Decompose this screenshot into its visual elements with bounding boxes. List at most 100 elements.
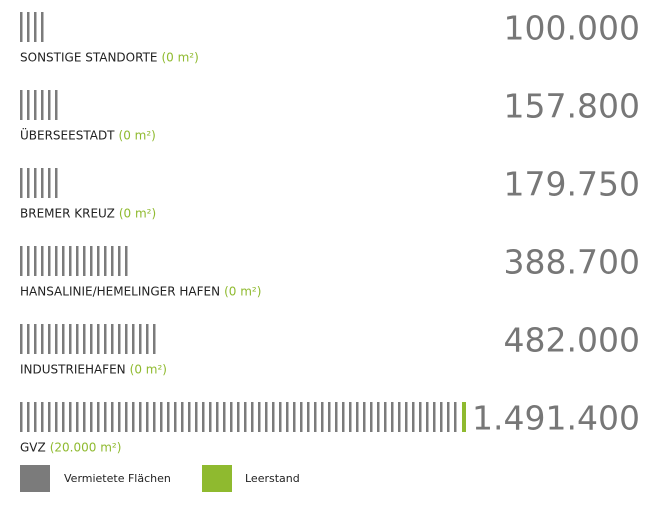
tally-tick bbox=[97, 324, 100, 354]
row-vacancy: (0 m²) bbox=[224, 285, 261, 299]
row-name: ÜBERSEESTADT bbox=[20, 127, 115, 143]
tally-tick bbox=[41, 402, 44, 432]
tally-tick bbox=[174, 402, 177, 432]
tally-tick bbox=[69, 402, 72, 432]
tally-tick bbox=[48, 246, 51, 276]
tally-tick bbox=[314, 402, 317, 432]
tally-tick bbox=[41, 90, 44, 120]
tally-tick bbox=[188, 402, 191, 432]
row-vacancy: (20.000 m²) bbox=[50, 441, 122, 455]
legend-swatch-vacant bbox=[202, 465, 232, 492]
tally-tick bbox=[440, 402, 443, 432]
row-vacancy: (0 m²) bbox=[161, 51, 198, 65]
tally-tick bbox=[34, 402, 37, 432]
tally-tick bbox=[132, 324, 135, 354]
row-name: BREMER KREUZ bbox=[20, 207, 115, 221]
tally-tick bbox=[293, 402, 296, 432]
tally-tick bbox=[20, 324, 23, 354]
tally-tick bbox=[41, 168, 44, 198]
tally-tick bbox=[20, 246, 23, 276]
tally-tick bbox=[272, 402, 275, 432]
tally-tick bbox=[223, 402, 226, 432]
tally-tick bbox=[34, 12, 37, 42]
tally-tick bbox=[125, 324, 128, 354]
row-vacancy: (0 m²) bbox=[119, 207, 156, 221]
tally-tick bbox=[34, 246, 37, 276]
row-name: GVZ bbox=[20, 441, 46, 455]
tally-tick bbox=[349, 402, 352, 432]
legend-label-rented: Vermietete Flächen bbox=[64, 472, 171, 485]
tally-tick bbox=[419, 402, 422, 432]
tally-tick bbox=[90, 246, 93, 276]
tally-tick bbox=[69, 246, 72, 276]
tally-tick bbox=[300, 402, 303, 432]
tally-tick bbox=[48, 402, 51, 432]
row-name: SONSTIGE STANDORTE bbox=[20, 51, 157, 65]
tally-tick bbox=[195, 402, 198, 432]
tally-tick bbox=[307, 402, 310, 432]
tally-tick bbox=[55, 246, 58, 276]
row-total: 1.491.400 bbox=[472, 399, 640, 438]
tally-tick bbox=[230, 402, 233, 432]
tally-tick bbox=[328, 402, 331, 432]
tally-tick bbox=[62, 402, 65, 432]
tally-tick bbox=[20, 402, 23, 432]
tally-tick bbox=[370, 402, 373, 432]
tally-tick bbox=[202, 402, 205, 432]
tally-tick bbox=[118, 246, 121, 276]
tally-tick bbox=[27, 168, 30, 198]
row-total: 179.750 bbox=[504, 165, 640, 204]
tally-tick bbox=[447, 402, 450, 432]
tally-tick bbox=[356, 402, 359, 432]
tally-tick bbox=[20, 168, 23, 198]
tally-tick bbox=[27, 12, 30, 42]
tally-tick bbox=[62, 246, 65, 276]
row-total: 100.000 bbox=[504, 9, 640, 48]
tally-tick bbox=[83, 402, 86, 432]
tally-tick bbox=[181, 402, 184, 432]
tally-tick bbox=[27, 324, 30, 354]
tally-tick bbox=[391, 402, 394, 432]
tally-tick bbox=[20, 12, 23, 42]
tally-tick bbox=[111, 246, 114, 276]
tally-tick bbox=[321, 402, 324, 432]
tally-tick bbox=[62, 324, 65, 354]
tally-tick bbox=[76, 246, 79, 276]
tally-tick bbox=[55, 168, 58, 198]
tally-tick bbox=[433, 402, 436, 432]
tally-tick bbox=[139, 402, 142, 432]
tally-tick bbox=[97, 246, 100, 276]
row-name: INDUSTRIEHAFEN bbox=[20, 363, 126, 377]
tally-tick bbox=[48, 90, 51, 120]
tally-tick bbox=[118, 402, 121, 432]
tally-tick bbox=[97, 402, 100, 432]
tally-tick bbox=[48, 168, 51, 198]
tally-tick bbox=[111, 324, 114, 354]
tally-tick bbox=[405, 402, 408, 432]
tally-tick bbox=[335, 402, 338, 432]
tally-tick bbox=[76, 402, 79, 432]
row-total: 388.700 bbox=[504, 243, 640, 282]
tally-tick bbox=[412, 402, 415, 432]
tally-tick bbox=[363, 402, 366, 432]
tally-tick bbox=[286, 402, 289, 432]
tally-tick bbox=[90, 324, 93, 354]
tally-tick bbox=[34, 324, 37, 354]
tally-tick bbox=[41, 324, 44, 354]
tally-tick bbox=[55, 90, 58, 120]
tally-tick bbox=[111, 402, 114, 432]
legend-swatch-rented bbox=[20, 465, 50, 492]
tally-tick bbox=[125, 402, 128, 432]
tally-tick bbox=[104, 324, 107, 354]
tally-tick bbox=[125, 246, 128, 276]
tally-tick bbox=[104, 402, 107, 432]
tally-tick bbox=[342, 402, 345, 432]
tally-tick bbox=[41, 12, 44, 42]
tally-tick bbox=[209, 402, 212, 432]
tally-tick bbox=[83, 246, 86, 276]
tally-tick-vacant bbox=[462, 402, 466, 432]
tally-tick bbox=[83, 324, 86, 354]
row-name: HANSALINIE/HEMELINGER HAFEN bbox=[20, 285, 220, 299]
tally-tick bbox=[146, 402, 149, 432]
tally-tick bbox=[69, 324, 72, 354]
